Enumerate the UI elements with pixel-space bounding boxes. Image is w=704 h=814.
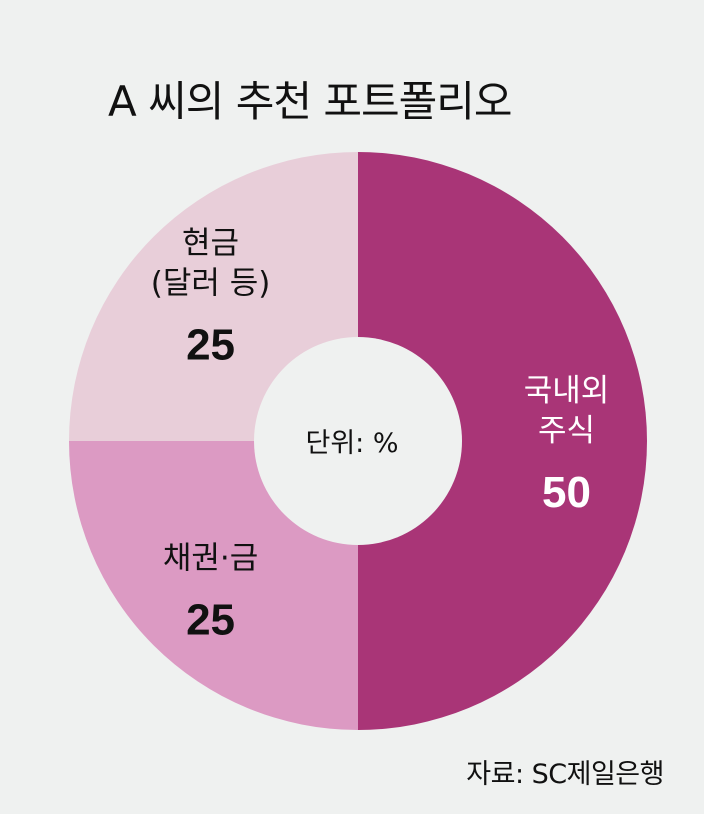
slice-label-0-0: 국내외: [524, 373, 610, 409]
center-unit-label: 단위: %: [305, 428, 398, 459]
slice-label-0-1: 주식: [538, 413, 595, 449]
pie-slice-0: [358, 152, 647, 730]
slice-value-1: 25: [186, 595, 235, 644]
slice-label-2-1: (달러 등): [151, 266, 271, 302]
slice-label-2-0: 현금: [182, 226, 239, 262]
slice-label-1-0: 채권·금: [163, 540, 258, 576]
source-note: 자료: SC제일은행: [466, 759, 664, 790]
slice-value-2: 25: [186, 321, 235, 370]
donut-hole: [254, 337, 462, 545]
slice-value-0: 50: [542, 468, 591, 517]
chart-title: A 씨의 추천 포트폴리오: [108, 77, 513, 126]
